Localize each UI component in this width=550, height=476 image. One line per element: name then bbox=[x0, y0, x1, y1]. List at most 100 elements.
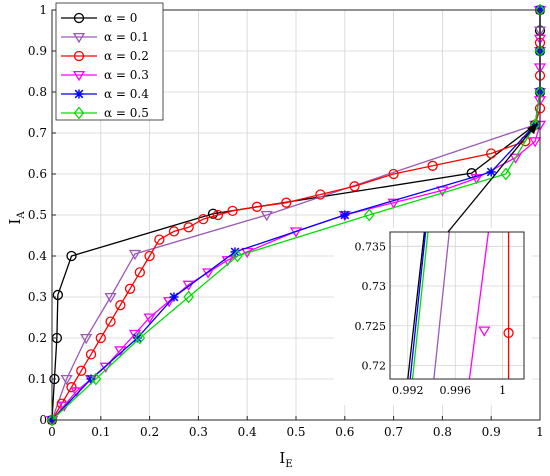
data-point bbox=[80, 333, 93, 345]
y-axis-label: IA bbox=[6, 211, 27, 225]
x-tick-label: 0.3 bbox=[189, 425, 208, 439]
legend-marker bbox=[72, 70, 86, 82]
data-point-stroke bbox=[340, 210, 350, 220]
y-tick-label: 0.3 bbox=[28, 290, 47, 304]
data-point bbox=[104, 292, 117, 304]
y-tick-label: 1 bbox=[39, 3, 47, 17]
y-tick-label: 0 bbox=[39, 413, 47, 427]
inset-lines bbox=[407, 232, 510, 379]
inset-zoom: 0.992 0.996 1 0.72 0.725 0.73 0.735 bbox=[334, 228, 532, 405]
data-point bbox=[251, 201, 263, 212]
data-point-stroke bbox=[169, 292, 179, 302]
inset-y-tick-label: 0.725 bbox=[355, 320, 387, 333]
data-point bbox=[260, 210, 273, 222]
legend-entry: α = 0.1 bbox=[61, 30, 149, 44]
data-point bbox=[163, 297, 176, 308]
x-tick-label: 0.1 bbox=[91, 425, 110, 439]
data-point bbox=[486, 148, 497, 159]
data-point-stroke bbox=[486, 167, 496, 177]
inset-line bbox=[407, 232, 426, 379]
legend-entry: α = 0 bbox=[61, 11, 137, 25]
data-point bbox=[124, 283, 136, 294]
y-tick-label: 0.6 bbox=[28, 167, 47, 181]
inset-line bbox=[468, 232, 490, 379]
inset-x-tick-label: 0.996 bbox=[439, 384, 471, 397]
legend-marker bbox=[73, 50, 85, 62]
inset-background bbox=[334, 228, 532, 405]
x-tick-label: 0.6 bbox=[335, 425, 354, 439]
x-tick-label: 1 bbox=[536, 425, 544, 439]
data-point bbox=[128, 249, 142, 261]
data-point bbox=[281, 197, 292, 208]
data-point bbox=[105, 316, 116, 327]
legend-label: α = 0.1 bbox=[104, 30, 149, 44]
inset-x-tick-label: 0.992 bbox=[392, 384, 424, 397]
data-point bbox=[182, 280, 195, 291]
data-point bbox=[134, 331, 146, 345]
legend-marker bbox=[72, 32, 86, 44]
inset-line bbox=[411, 232, 429, 379]
data-point bbox=[470, 174, 483, 185]
data-point bbox=[134, 267, 145, 278]
y-tick-label: 0.4 bbox=[28, 249, 47, 263]
legend-label: α = 0.2 bbox=[104, 49, 149, 63]
data-point bbox=[500, 167, 512, 181]
legend-entry: α = 0.2 bbox=[61, 49, 149, 63]
arrow-shaft bbox=[447, 122, 539, 233]
data-point bbox=[388, 168, 399, 180]
data-point bbox=[90, 372, 102, 386]
tick-labels: 0 0.1 0.2 0.3 0.4 0.5 0.6 0.7 0.8 0.9 1 0 0.1 0.2 0.3 0… bbox=[28, 3, 544, 439]
data-point bbox=[66, 250, 77, 262]
plot-frame bbox=[51, 9, 541, 421]
data-point bbox=[427, 160, 438, 171]
y-tick-label: 0.5 bbox=[28, 208, 47, 222]
data-point bbox=[486, 167, 496, 177]
zoom-arrow bbox=[447, 122, 539, 233]
data-point bbox=[169, 292, 179, 302]
data-point bbox=[46, 413, 58, 427]
data-point bbox=[212, 209, 224, 221]
arrow-head bbox=[527, 122, 538, 135]
y-tick-label: 0.2 bbox=[28, 331, 47, 345]
data-point bbox=[349, 181, 360, 192]
data-point-stroke bbox=[133, 333, 142, 343]
inset-y-tick-label: 0.73 bbox=[362, 280, 387, 293]
x-tick-label: 0 bbox=[48, 425, 56, 439]
data-point bbox=[49, 373, 60, 385]
legend-label: α = 0.5 bbox=[104, 106, 149, 120]
data-point bbox=[529, 137, 542, 148]
inset-y-tick-label: 0.72 bbox=[362, 359, 387, 372]
y-tick-label: 0.7 bbox=[28, 126, 47, 140]
y-tick-label: 0.8 bbox=[28, 85, 47, 99]
inset-marker bbox=[503, 327, 514, 339]
data-point-stroke bbox=[230, 247, 240, 257]
x-tick-label: 0.8 bbox=[433, 425, 452, 439]
legend-label: α = 0.4 bbox=[104, 87, 149, 101]
data-point bbox=[60, 374, 73, 386]
data-point bbox=[76, 365, 87, 376]
data-point bbox=[340, 210, 350, 220]
data-point bbox=[183, 222, 194, 233]
data-point bbox=[168, 226, 180, 237]
x-tick-label: 0.9 bbox=[482, 425, 501, 439]
data-point bbox=[183, 290, 194, 304]
data-point bbox=[198, 213, 209, 225]
data-point bbox=[85, 349, 97, 360]
inset-line bbox=[409, 232, 427, 379]
legend-entry: α = 0.3 bbox=[61, 68, 149, 82]
legend: α = 0 α = 0.1 α = 0.2 α = 0.3 α = 0.4 α = 0.5 bbox=[55, 2, 164, 121]
data-point bbox=[387, 198, 400, 209]
data-point bbox=[207, 208, 219, 219]
inset-x-tick-label: 1 bbox=[499, 384, 506, 397]
legend-entry: α = 0.4 bbox=[61, 87, 149, 101]
inset-y-tick-label: 0.735 bbox=[355, 240, 387, 253]
legend-marker bbox=[74, 89, 84, 99]
x-tick-label: 0.7 bbox=[384, 425, 403, 439]
inset-line bbox=[433, 232, 450, 379]
x-tick-label: 0.4 bbox=[238, 425, 257, 439]
data-point bbox=[143, 313, 156, 324]
legend-label: α = 0.3 bbox=[104, 68, 149, 82]
legend-marker bbox=[73, 12, 85, 24]
legend-entry: α = 0.5 bbox=[61, 106, 149, 120]
